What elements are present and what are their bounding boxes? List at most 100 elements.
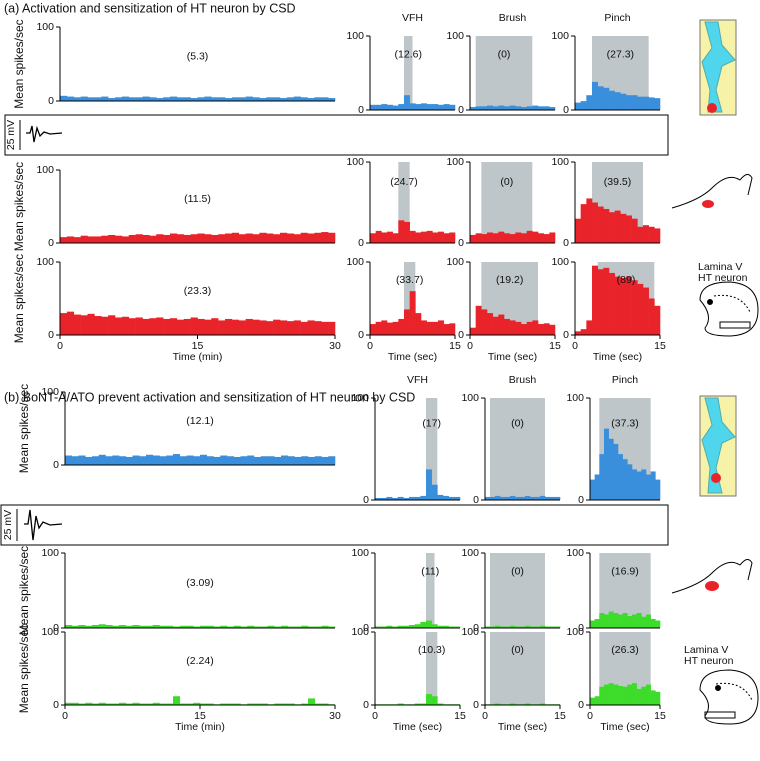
y-tick-label: 0: [578, 699, 584, 711]
histogram-bar: [94, 97, 102, 101]
histogram-bar: [438, 320, 444, 335]
histogram-bar: [173, 454, 181, 465]
histogram-bar: [80, 315, 88, 335]
histogram-bar: [409, 103, 416, 110]
histogram-bar: [66, 311, 75, 335]
histogram-bar: [328, 321, 336, 335]
stimulus-window: [481, 162, 533, 243]
histogram-bar: [448, 626, 455, 628]
histogram-bar: [580, 101, 587, 110]
histogram-bar: [139, 625, 147, 628]
x-axis-label: Time (sec): [393, 721, 442, 733]
histogram-bar: [370, 324, 376, 335]
x-tick-label: 0: [62, 710, 68, 722]
histogram-bar: [119, 456, 127, 465]
annotation: (39.5): [604, 176, 631, 188]
histogram-bar: [287, 626, 295, 628]
histogram-bar: [495, 495, 501, 500]
histogram-bar: [375, 497, 381, 500]
histogram-bar: [500, 626, 506, 628]
histogram-bar: [159, 456, 167, 465]
histogram-bar: [515, 106, 522, 110]
histogram-bar: [485, 496, 491, 500]
histogram-bar: [492, 106, 499, 110]
histogram-bar: [409, 230, 416, 243]
annotation: (12.1): [186, 415, 213, 427]
brain-section-icon: [699, 669, 759, 725]
histogram-bar: [370, 104, 376, 110]
histogram-bar: [525, 625, 531, 628]
histogram-bar: [273, 97, 281, 101]
histogram-bar: [115, 235, 123, 243]
histogram-bar: [608, 611, 614, 628]
histogram-bar: [392, 233, 399, 243]
x-axis-label: Time (sec): [593, 351, 642, 363]
histogram-bar: [94, 236, 102, 243]
histogram-bar: [538, 233, 544, 243]
histogram-bar: [526, 230, 533, 243]
histogram-bar: [631, 280, 638, 335]
histogram-bar: [112, 703, 120, 705]
histogram-bar: [80, 96, 88, 101]
histogram-bar: [650, 619, 656, 628]
lamina-label: Lamina V: [698, 261, 742, 273]
annotation: (37.3): [611, 417, 638, 429]
histogram-bar: [231, 319, 240, 335]
y-tick-label: 100: [36, 164, 54, 176]
histogram-bar: [139, 703, 147, 705]
histogram-bar: [245, 233, 253, 243]
histogram-bar: [119, 625, 127, 628]
histogram-bar: [125, 625, 133, 628]
histogram-bar: [515, 232, 522, 243]
spike-waveform: [24, 509, 63, 541]
histogram-bar: [609, 272, 615, 335]
histogram-bar: [540, 625, 546, 628]
y-tick-label: 100: [446, 30, 464, 42]
y-tick-label: 0: [358, 104, 364, 116]
histogram-bar: [166, 625, 174, 628]
histogram-bar: [532, 231, 539, 243]
histogram-bar: [641, 469, 647, 500]
histogram-bar: [173, 696, 181, 705]
histogram-bar: [543, 106, 550, 110]
histogram-bar: [92, 625, 100, 628]
histogram-bar: [286, 233, 295, 243]
x-tick-label: 0: [467, 340, 473, 352]
x-tick-label: 15: [654, 340, 666, 352]
histogram-bar: [308, 626, 316, 628]
annotation: (19.2): [496, 274, 523, 286]
histogram-bar: [87, 97, 95, 101]
histogram-bar: [78, 703, 86, 705]
histogram-bar: [176, 319, 185, 335]
annotation: (11.5): [184, 193, 211, 205]
histogram-bar: [260, 626, 268, 628]
y-tick-label: 0: [473, 494, 479, 506]
histogram-bar: [166, 455, 174, 465]
histogram-bar: [509, 105, 516, 110]
y-tick-label: 0: [458, 237, 464, 249]
x-axis-label: Time (min): [175, 721, 225, 733]
histogram-bar: [520, 626, 526, 628]
histogram-bar: [403, 497, 410, 500]
histogram-bar: [293, 320, 301, 335]
histogram-bar: [545, 496, 551, 500]
histogram-bar: [504, 233, 510, 243]
histogram-bar: [132, 455, 140, 465]
histogram-bar: [213, 456, 221, 465]
histogram-bar: [426, 104, 433, 110]
y-tick-label: 100: [566, 547, 584, 559]
histogram-bar: [620, 278, 627, 335]
histogram-bar: [525, 703, 531, 705]
histogram-bar: [105, 703, 113, 705]
histogram-bar: [112, 625, 120, 628]
histogram-bar: [321, 232, 329, 243]
x-axis-label: Time (sec): [388, 351, 437, 363]
histogram-bar: [632, 469, 637, 500]
histogram-bar: [443, 104, 450, 110]
histogram-bar: [627, 684, 633, 705]
y-axis-label: Mean spikes/sec: [17, 624, 31, 713]
histogram-bar: [85, 625, 93, 628]
y-tick-label: 0: [363, 622, 369, 634]
histogram-bar: [648, 226, 655, 243]
histogram-bar: [146, 454, 154, 465]
